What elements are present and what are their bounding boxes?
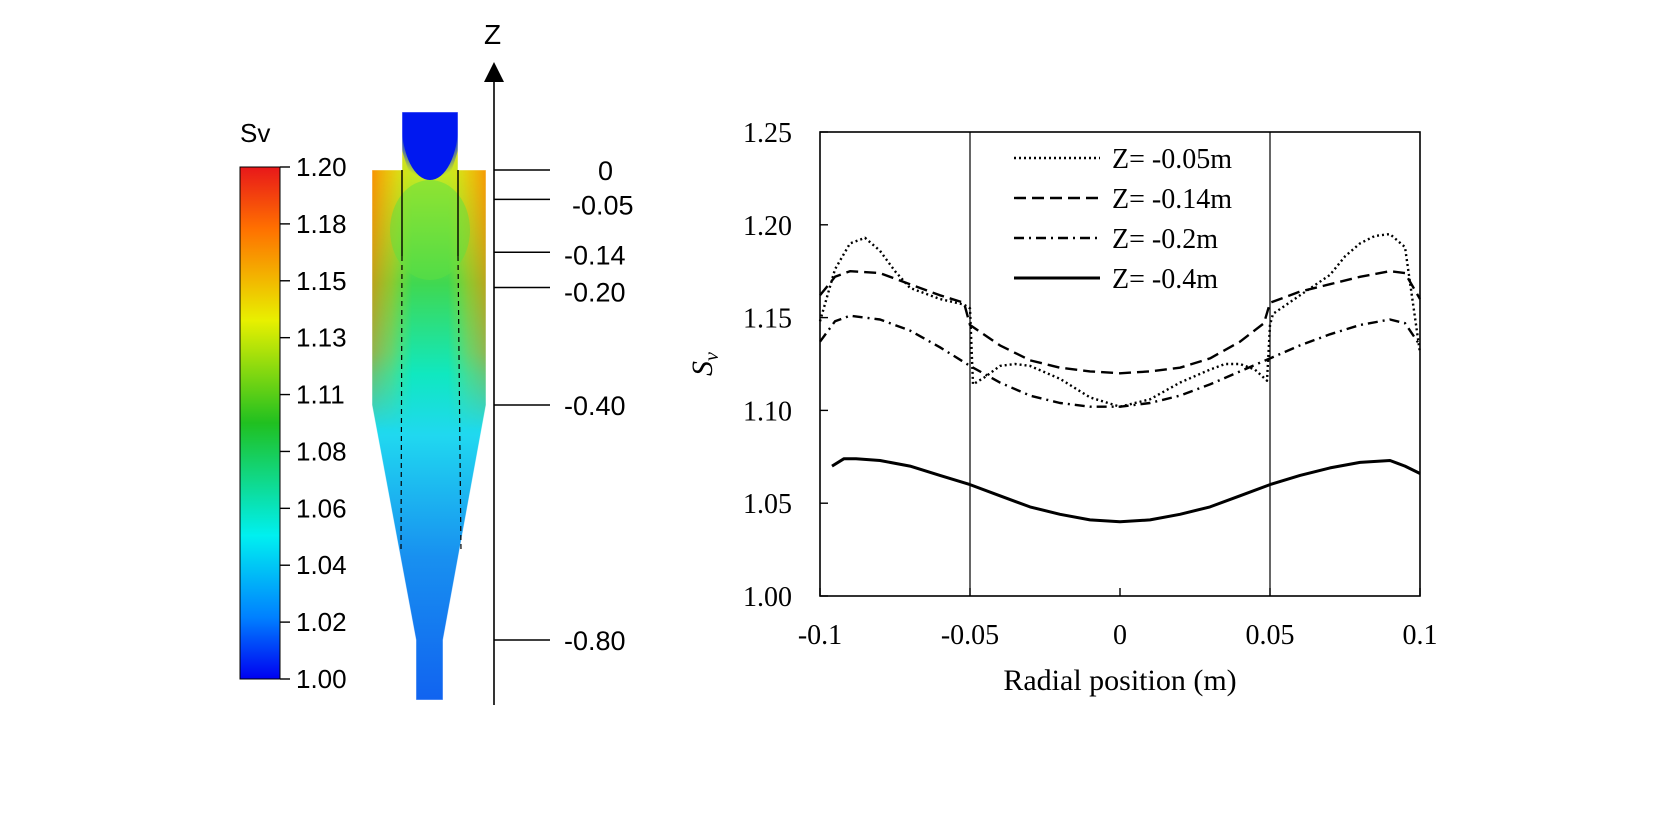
colorbar-tick-label: 1.20 xyxy=(296,152,347,182)
colorbar-title: Sv xyxy=(240,118,270,148)
z-marker-label: 0 xyxy=(598,156,613,186)
colorbar-tick-label: 1.02 xyxy=(296,607,347,637)
colorbar-tick-label: 1.00 xyxy=(296,664,347,694)
colorbar-tick-label: 1.15 xyxy=(296,266,347,296)
x-tick-label: -0.1 xyxy=(798,620,842,651)
z-marker-label: -0.40 xyxy=(564,391,626,421)
colorbar-tick-label: 1.04 xyxy=(296,550,347,580)
series-line xyxy=(831,457,1421,524)
colorbar-gradient xyxy=(239,166,281,680)
z-marker-label: -0.20 xyxy=(564,278,626,308)
colorbar-tick-label: 1.08 xyxy=(296,436,347,466)
z-axis-markers: 0 -0.05 -0.14 -0.20 -0.40 -0.80 xyxy=(494,156,634,656)
cyclone-contour xyxy=(372,112,486,700)
y-tick-label: 1.00 xyxy=(743,582,792,613)
legend: Z= -0.05m Z= -0.14m Z= -0.2m Z= -0.4m xyxy=(1014,144,1232,295)
inner-dashed-right xyxy=(457,255,462,553)
wall-lines xyxy=(969,132,1271,596)
colorbar-tick-label: 1.11 xyxy=(296,380,345,410)
inner-dashed-left xyxy=(400,255,403,553)
y-tick-label: 1.05 xyxy=(743,489,792,520)
colorbar-ticks: 1.20 1.18 1.15 1.13 1.11 1.08 1.06 1.04 1.02 1.00 xyxy=(280,152,347,694)
x-ticks: -0.1 -0.05 0 0.05 0.1 xyxy=(798,588,1438,651)
colorbar-tick-label: 1.13 xyxy=(296,323,347,353)
z-axis-label: Z xyxy=(484,19,501,50)
y-tick-label: 1.20 xyxy=(743,211,792,242)
x-tick-label: 0 xyxy=(1113,620,1127,651)
x-tick-label: 0.1 xyxy=(1403,620,1438,651)
y-tick-label: 1.15 xyxy=(743,304,792,335)
z-marker-label: -0.05 xyxy=(572,190,634,220)
y-tick-label: 1.25 xyxy=(743,118,792,149)
series-line xyxy=(818,232,1422,408)
legend-label: Z= -0.4m xyxy=(1112,264,1218,295)
z-axis-arrow xyxy=(484,62,504,82)
y-tick-label: 1.10 xyxy=(743,396,792,427)
colorbar-tick-label: 1.18 xyxy=(296,209,347,239)
x-axis-label: Radial position (m) xyxy=(1003,664,1236,697)
x-tick-label: -0.05 xyxy=(941,620,999,651)
series-line xyxy=(819,314,1421,408)
legend-label: Z= -0.14m xyxy=(1112,184,1232,215)
colorbar-tick-label: 1.06 xyxy=(296,493,347,523)
y-ticks: 1.00 1.05 1.10 1.15 1.20 1.25 xyxy=(743,118,828,613)
legend-label: Z= -0.2m xyxy=(1112,224,1218,255)
legend-label: Z= -0.05m xyxy=(1112,144,1232,175)
z-marker-label: -0.80 xyxy=(564,626,626,656)
y-axis-label: Sv xyxy=(686,352,723,376)
x-tick-label: 0.05 xyxy=(1246,620,1295,651)
z-marker-label: -0.14 xyxy=(564,240,626,270)
series-lines xyxy=(818,232,1422,524)
series-line xyxy=(819,270,1422,375)
line-chart: 1.00 1.05 1.10 1.15 1.20 1.25 -0.1 -0.05 0 0.05 0… xyxy=(686,118,1438,697)
